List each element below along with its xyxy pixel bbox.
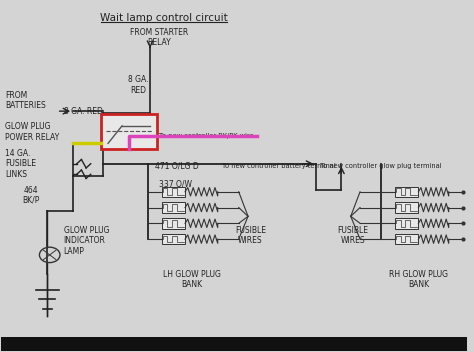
Bar (101, 114, 157, 149)
Bar (395, 234, 419, 244)
Text: LH GLOW PLUG
BANK: LH GLOW PLUG BANK (163, 270, 221, 289)
Text: 471 O/LG D: 471 O/LG D (155, 162, 199, 171)
Text: 14 GA.
FUSIBLE
LINKS: 14 GA. FUSIBLE LINKS (5, 149, 36, 178)
Bar (395, 218, 419, 228)
Bar (0, 337, 467, 351)
Text: RH GLOW PLUG
BANK: RH GLOW PLUG BANK (389, 270, 448, 289)
Text: To new controller BK/PK wire.: To new controller BK/PK wire. (159, 133, 256, 139)
Bar (395, 187, 419, 197)
Text: Wait lamp control circuit: Wait lamp control circuit (100, 13, 228, 23)
Text: FROM
BATTERIES: FROM BATTERIES (5, 91, 46, 110)
Text: GLOW PLUG
INDICATOR
LAMP: GLOW PLUG INDICATOR LAMP (64, 226, 109, 256)
Text: To new controller glow plug terminal: To new controller glow plug terminal (320, 163, 442, 169)
Text: 464
BK/P: 464 BK/P (22, 186, 40, 205)
Text: 8 GA.
RED: 8 GA. RED (128, 75, 149, 95)
Bar (162, 218, 185, 228)
Bar (162, 202, 185, 213)
Text: To new controller battery terminal: To new controller battery terminal (222, 163, 336, 169)
Bar (395, 202, 419, 213)
Text: GLOW PLUG
POWER RELAY: GLOW PLUG POWER RELAY (5, 122, 60, 142)
Text: FROM STARTER
RELAY: FROM STARTER RELAY (130, 28, 189, 47)
Bar (162, 187, 185, 197)
Text: FUSIBLE
WIRES: FUSIBLE WIRES (235, 226, 266, 245)
Text: 8 GA. RED: 8 GA. RED (64, 107, 102, 116)
Text: 337 O/W: 337 O/W (159, 179, 192, 188)
Text: FUSIBLE
WIRES: FUSIBLE WIRES (337, 226, 369, 245)
Bar (162, 234, 185, 244)
